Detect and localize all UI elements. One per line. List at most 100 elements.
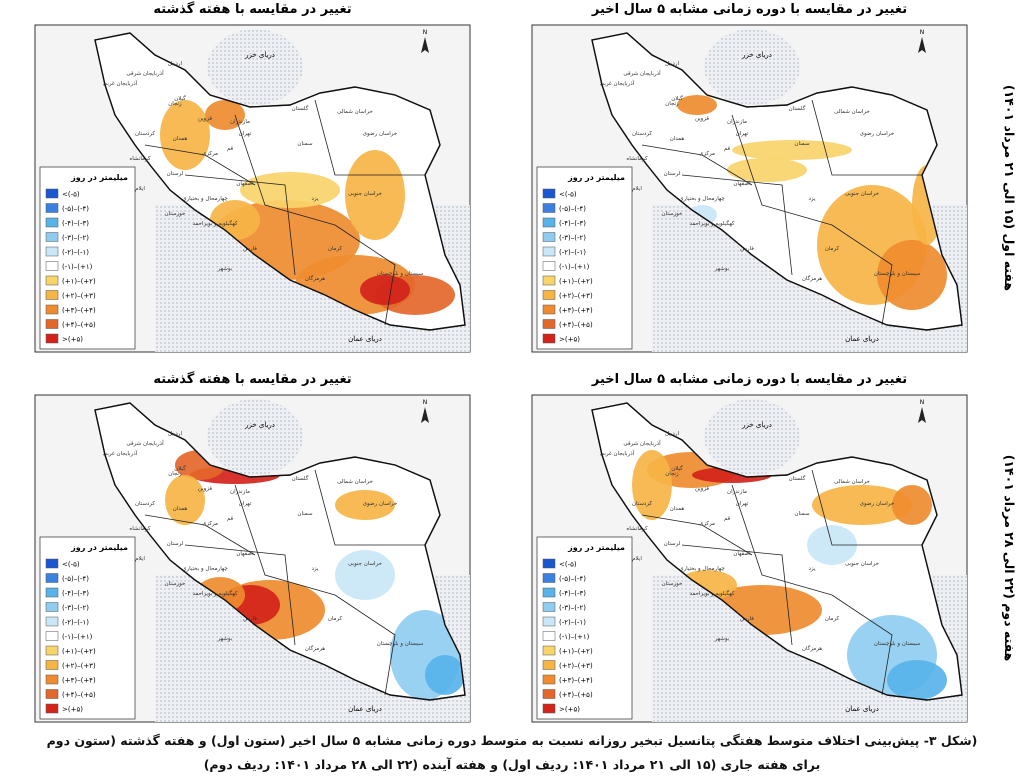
province-label: سمنان <box>297 141 313 147</box>
legend-swatch <box>45 631 59 641</box>
field-blob <box>677 95 717 115</box>
province-label: سمنان <box>794 511 810 517</box>
legend-label: (+۳)–(+۴) <box>559 307 593 315</box>
province-label: هرمزگان <box>802 645 822 652</box>
iran-outline <box>591 32 963 331</box>
province-label: سیستان و بلوچستان <box>874 641 921 647</box>
legend-swatch <box>542 558 556 569</box>
legend: میلیمتر در روز <(-۵) (-۵)–(-۴) (-۴)–(-۳) (-۳… <box>536 536 633 720</box>
province-label: گیلان <box>671 95 683 102</box>
field-blob <box>732 140 852 160</box>
legend-swatch <box>542 319 556 329</box>
province-label: سیستان و بلوچستان <box>874 271 921 277</box>
province-label: بوشهر <box>714 266 730 272</box>
province-label: زنجان <box>665 101 679 107</box>
field-blob <box>812 485 912 525</box>
province-border <box>234 484 336 596</box>
legend-label: (-۴)–(-۳) <box>559 590 586 598</box>
legend-swatch <box>45 602 59 612</box>
province-border <box>811 469 922 546</box>
province-border <box>144 514 256 556</box>
province-border <box>731 484 833 596</box>
north-label: N <box>423 29 428 36</box>
province-label: آذربایجان شرقی <box>126 70 164 77</box>
province-label: قم <box>724 516 731 522</box>
legend-label: (-۱)–(+۱) <box>62 633 93 641</box>
province-label: کرمانشاه <box>626 525 648 532</box>
province-label: یزد <box>808 566 815 572</box>
province-label: خراسان شمالی <box>337 479 373 485</box>
legend-swatch <box>45 319 59 329</box>
province-label: اردبیل <box>665 61 679 67</box>
field-blob <box>240 172 340 208</box>
province-label: قزوین <box>695 116 709 122</box>
legend-swatch <box>542 188 556 199</box>
province-label: بوشهر <box>714 636 730 642</box>
province-label: آذربایجان شرقی <box>623 70 661 77</box>
province-border <box>811 99 922 176</box>
province-label: همدان <box>173 136 188 142</box>
legend-swatch <box>45 232 59 242</box>
map-panel: آذربایجان شرقی آذربایجان غربی اردبیل گیلان م… <box>531 24 968 353</box>
province-label: آذربایجان غربی <box>600 450 635 457</box>
field-blob <box>425 655 465 695</box>
province-border <box>314 99 425 176</box>
province-border <box>314 469 425 546</box>
province-label: خراسان رضوی <box>363 501 398 507</box>
legend-label: (-۲)–(-۱) <box>559 619 586 627</box>
province-label: کهگیلویه و بویراحمد <box>689 590 734 597</box>
legend-label: (+۳)–(+۴) <box>62 307 96 315</box>
field-blob <box>335 550 395 600</box>
sea-label: دریای عمان <box>348 335 382 343</box>
legend-label: (-۵)–(-۴) <box>62 575 89 583</box>
province-label: خراسان جنوبی <box>348 561 382 567</box>
province-label: لرستان <box>664 171 681 177</box>
province-border <box>681 174 793 276</box>
province-border <box>184 174 296 276</box>
province-label: اردبیل <box>168 61 182 67</box>
panel-title: تغییر در مقایسه با هفته گذشته <box>153 1 351 17</box>
province-label: تهران <box>239 501 252 507</box>
caspian-sea <box>704 29 800 105</box>
panel-title: تغییر در مقایسه با هفته گذشته <box>153 371 351 387</box>
legend-swatch <box>45 275 59 286</box>
legend-label: (+۳)–(+۴) <box>559 677 593 685</box>
province-label: مازندران <box>230 119 250 125</box>
province-label: تهران <box>239 131 252 137</box>
legend-swatch <box>542 631 556 641</box>
province-label: خوزستان <box>662 581 683 587</box>
province-label: اصفهان <box>733 551 751 557</box>
legend-label: (-۴)–(-۳) <box>559 220 586 228</box>
legend-label: >(+۵) <box>559 336 580 344</box>
field-blob <box>727 158 807 182</box>
province-border <box>641 514 753 556</box>
province-label: مرکزی <box>202 520 218 527</box>
field-blob <box>360 275 410 305</box>
legend-label: (-۲)–(-۱) <box>559 249 586 257</box>
province-label: آذربایجان غربی <box>600 80 635 87</box>
province-label: قزوین <box>695 486 709 492</box>
province-label: خراسان جنوبی <box>845 561 879 567</box>
north-label: N <box>920 399 925 406</box>
legend-title: میلیمتر در روز <box>70 543 128 552</box>
province-label: فارس <box>243 616 257 622</box>
province-label: مازندران <box>230 489 250 495</box>
field-blob <box>205 100 245 130</box>
legend-title: میلیمتر در روز <box>567 543 625 552</box>
legend-label: (+۲)–(+۳) <box>62 292 96 300</box>
field-blob <box>335 490 395 520</box>
field-blob <box>887 660 947 700</box>
province-label: لرستان <box>167 541 184 547</box>
legend-swatch <box>45 333 59 344</box>
legend-swatch <box>542 261 556 271</box>
legend-label: (+۴)–(+۵) <box>62 321 96 329</box>
province-label: مرکزی <box>699 520 715 527</box>
province-label: گیلان <box>174 465 186 472</box>
legend-swatch <box>45 261 59 271</box>
province-label: قم <box>227 146 234 152</box>
legend-label: (+۱)–(+۲) <box>559 278 593 286</box>
province-label: همدان <box>670 136 685 142</box>
province-label: چهارمحال و بختیاری <box>679 196 725 202</box>
province-border <box>234 114 336 226</box>
province-label: گلستان <box>789 105 806 112</box>
